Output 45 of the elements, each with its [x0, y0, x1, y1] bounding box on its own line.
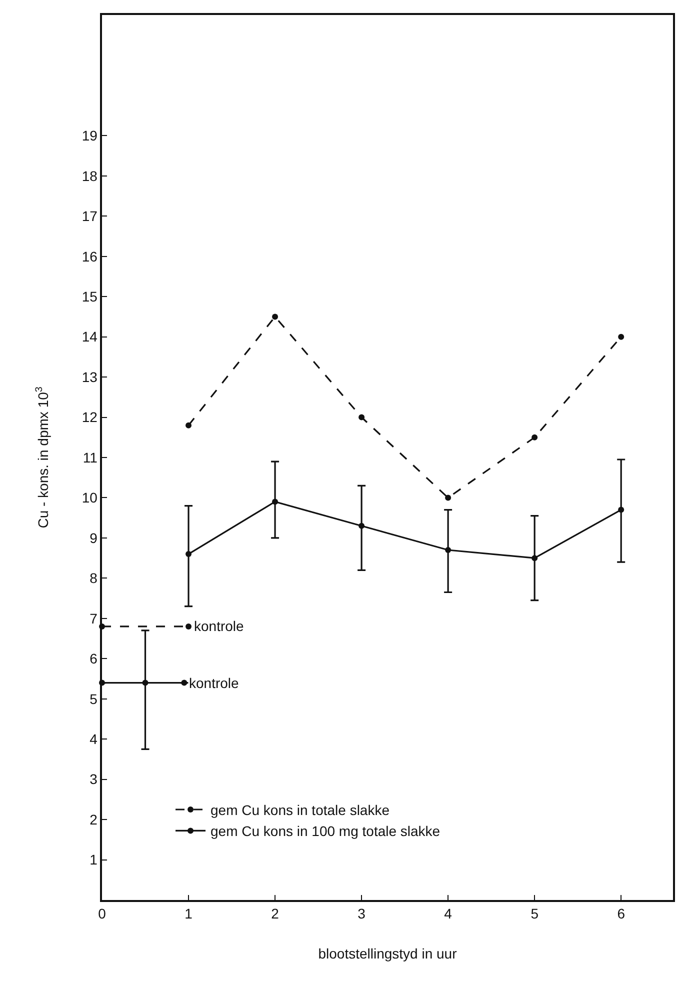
- y-tick-label: 2: [90, 811, 98, 828]
- y-tick-label: 7: [90, 610, 98, 626]
- legend-label: kontrole: [189, 675, 240, 691]
- y-tick-label: 18: [82, 168, 98, 184]
- legend-label: gem Cu kons in totale slakke: [210, 802, 390, 818]
- y-tick-label: 19: [82, 128, 98, 144]
- point: [618, 334, 624, 340]
- point: [358, 522, 365, 529]
- y-tick-label: 15: [82, 288, 98, 304]
- x-tick-label: 1: [184, 906, 193, 922]
- point: [272, 498, 278, 505]
- legend-label: gem Cu kons in 100 mg totale slakke: [210, 823, 440, 840]
- point: [532, 555, 538, 562]
- y-tick-label: 16: [82, 248, 98, 264]
- y-tick-label: 14: [82, 328, 98, 345]
- x-tick-label: 2: [271, 906, 280, 922]
- point: [186, 623, 192, 630]
- x-tick-label: 4: [444, 906, 452, 922]
- y-tick-label: 3: [90, 771, 98, 788]
- point: [358, 414, 365, 420]
- y-tick-label: 12: [82, 409, 98, 426]
- y-tick-label: 8: [90, 570, 98, 586]
- y-tick-label: 6: [90, 650, 98, 667]
- y-tick-label: 13: [82, 368, 98, 385]
- y-tick-label: 17: [82, 208, 98, 224]
- x-tick-label: 3: [358, 906, 366, 922]
- y-tick-label: 1: [90, 852, 98, 868]
- y-tick-label: 11: [82, 449, 98, 466]
- series-label: kontrole: [194, 618, 244, 634]
- x-axis-title: blootstellingstyd in uur: [318, 945, 458, 962]
- x-tick-label: 6: [617, 906, 626, 922]
- y-tick-label: 9: [90, 530, 98, 546]
- point: [186, 551, 192, 558]
- point: [532, 434, 538, 440]
- point: [186, 422, 192, 428]
- point: [142, 680, 148, 686]
- point: [618, 506, 624, 513]
- point: [272, 314, 278, 320]
- point: [445, 494, 452, 501]
- point: [445, 547, 452, 554]
- y-tick-label: 10: [82, 490, 98, 506]
- y-tick-label: 5: [90, 690, 98, 707]
- y-tick-label: 4: [90, 730, 98, 747]
- x-tick-label: 0: [98, 906, 106, 922]
- x-tick-label: 5: [530, 906, 539, 922]
